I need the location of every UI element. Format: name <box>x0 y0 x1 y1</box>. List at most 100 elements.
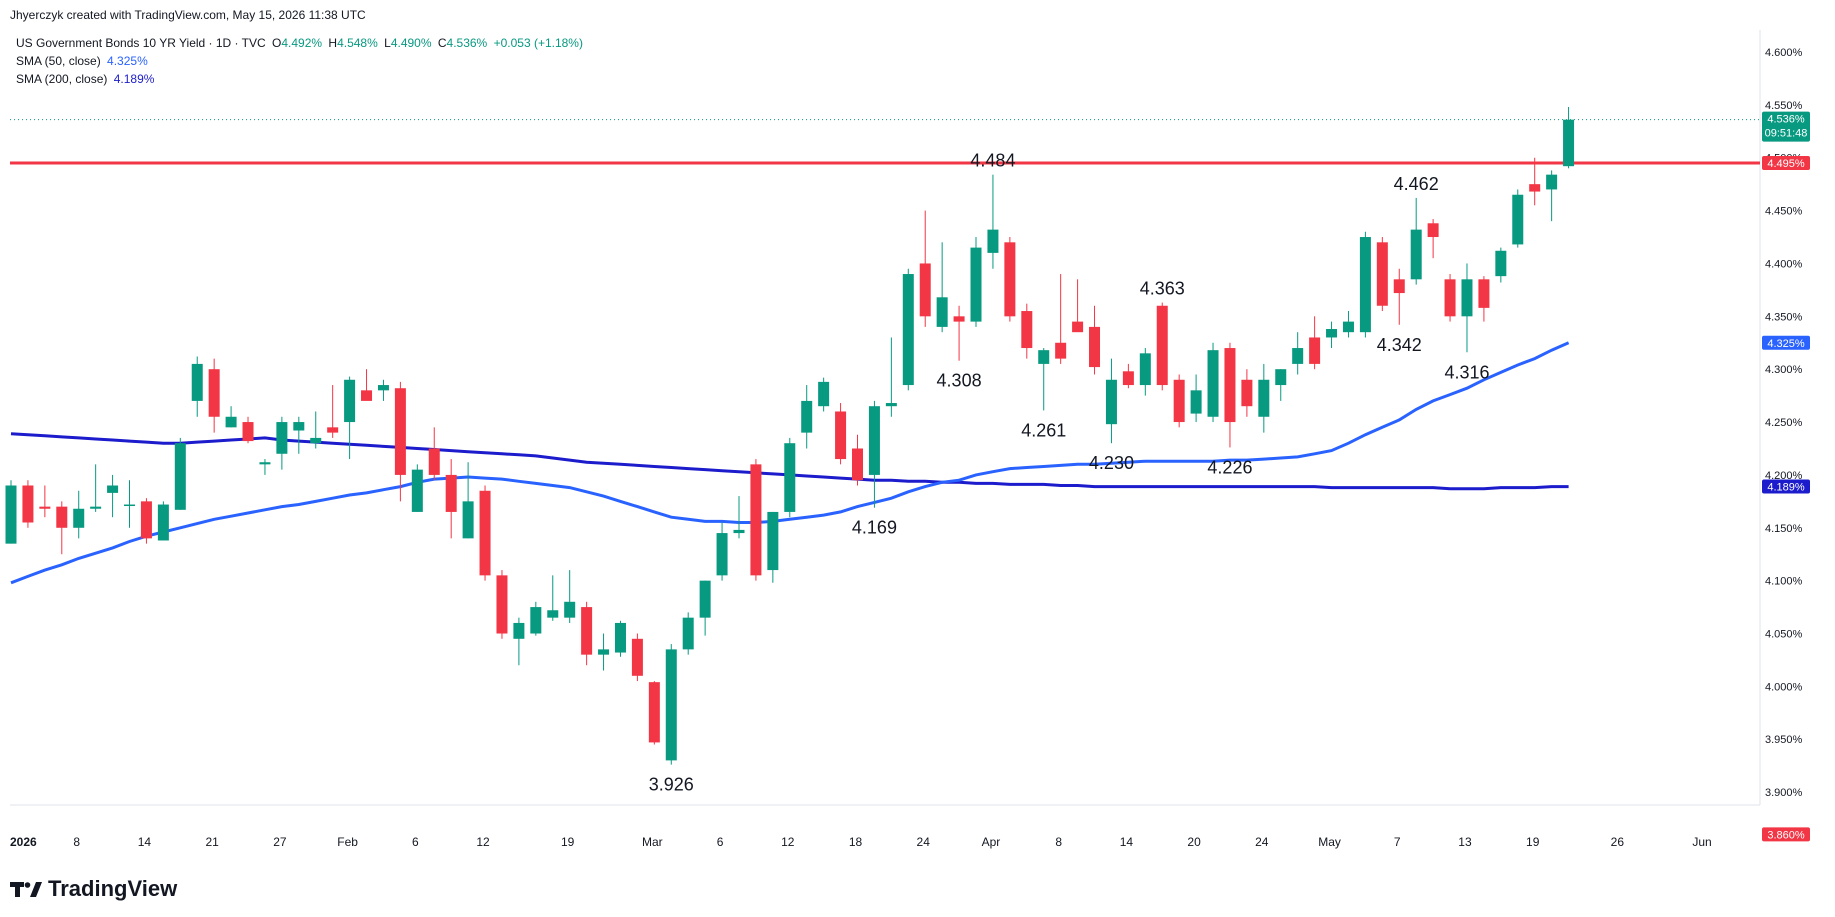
candle[interactable] <box>1173 374 1185 428</box>
candle[interactable] <box>1461 263 1473 353</box>
candle[interactable] <box>1326 321 1338 349</box>
candle[interactable] <box>665 644 677 765</box>
candle[interactable] <box>818 377 830 412</box>
bottom-price-tag[interactable]: 3.860% <box>1762 827 1810 842</box>
candle[interactable] <box>1410 197 1422 285</box>
candle[interactable] <box>1089 305 1101 375</box>
sma50-price-tag[interactable]: 4.325% <box>1762 335 1810 350</box>
candle[interactable] <box>1478 276 1490 322</box>
candle[interactable] <box>564 570 576 623</box>
candle[interactable] <box>1122 363 1134 389</box>
candle[interactable] <box>107 474 119 518</box>
candle[interactable] <box>868 400 880 508</box>
candle[interactable] <box>970 237 982 327</box>
candle[interactable] <box>191 356 203 417</box>
candle[interactable] <box>208 358 220 433</box>
candle[interactable] <box>1258 363 1270 433</box>
candle[interactable] <box>716 522 728 581</box>
candle[interactable] <box>1309 316 1321 370</box>
candle[interactable] <box>479 485 491 581</box>
sma50-line[interactable] <box>10 341 1570 585</box>
candle[interactable] <box>1105 358 1117 444</box>
candle[interactable] <box>327 385 339 438</box>
last-price-tag[interactable]: 4.536% 09:51:48 <box>1762 111 1810 142</box>
candle[interactable] <box>682 612 694 655</box>
candle[interactable] <box>1563 106 1575 169</box>
candle[interactable] <box>936 242 948 333</box>
candle[interactable] <box>648 681 660 745</box>
candle[interactable] <box>394 381 406 502</box>
candle[interactable] <box>1139 348 1151 396</box>
candle[interactable] <box>140 498 152 544</box>
candle[interactable] <box>1292 332 1304 375</box>
candle[interactable] <box>513 617 525 666</box>
candle[interactable] <box>1038 348 1050 411</box>
candle[interactable] <box>276 416 288 470</box>
candle[interactable] <box>56 501 68 555</box>
candle[interactable] <box>614 620 626 657</box>
candle[interactable] <box>902 268 914 391</box>
candle[interactable] <box>1055 274 1067 364</box>
candle[interactable] <box>90 464 102 512</box>
candle[interactable] <box>1004 237 1016 322</box>
candle[interactable] <box>919 210 931 327</box>
candle[interactable] <box>242 416 254 444</box>
candle[interactable] <box>835 403 847 465</box>
candle[interactable] <box>5 480 17 544</box>
candle[interactable] <box>953 305 965 361</box>
tradingview-logo[interactable]: TradingView <box>10 876 177 902</box>
candle[interactable] <box>124 480 136 528</box>
candle[interactable] <box>1207 342 1219 423</box>
legend-sma50-row[interactable]: SMA (50, close) 4.325% <box>16 52 586 70</box>
candle[interactable] <box>1427 219 1439 259</box>
candle[interactable] <box>1190 374 1202 423</box>
legend-sma200-row[interactable]: SMA (200, close) 4.189% <box>16 70 586 88</box>
candle[interactable] <box>767 511 779 583</box>
candle[interactable] <box>1444 274 1456 322</box>
candle[interactable] <box>1393 268 1405 325</box>
candle[interactable] <box>411 464 423 512</box>
candle[interactable] <box>1546 170 1558 222</box>
candle[interactable] <box>1072 279 1084 333</box>
candle[interactable] <box>293 416 305 454</box>
candle[interactable] <box>462 462 474 539</box>
candle[interactable] <box>344 376 356 460</box>
candle[interactable] <box>225 406 237 428</box>
candle[interactable] <box>1359 231 1371 338</box>
candle[interactable] <box>852 434 863 486</box>
candle[interactable] <box>547 575 559 621</box>
candle[interactable] <box>801 385 813 449</box>
candle[interactable] <box>1021 303 1033 359</box>
candle[interactable] <box>1342 311 1354 338</box>
candle[interactable] <box>1512 189 1524 248</box>
candle[interactable] <box>73 490 85 539</box>
candle[interactable] <box>22 480 34 528</box>
candle[interactable] <box>750 459 762 581</box>
sma200-price-tag[interactable]: 4.189% <box>1762 479 1810 494</box>
candle[interactable] <box>310 411 322 449</box>
candle[interactable] <box>1224 342 1236 448</box>
candle[interactable] <box>1241 369 1253 417</box>
candle[interactable] <box>581 601 593 666</box>
candle[interactable] <box>377 379 389 401</box>
candle[interactable] <box>885 337 897 417</box>
candle[interactable] <box>530 601 542 636</box>
legend-symbol-row[interactable]: US Government Bonds 10 YR Yield · 1D · T… <box>16 34 586 52</box>
candle[interactable] <box>428 427 440 481</box>
candle[interactable] <box>1495 247 1507 283</box>
candle[interactable] <box>157 501 169 541</box>
candle[interactable] <box>1275 369 1287 401</box>
candle[interactable] <box>174 437 186 510</box>
candle[interactable] <box>1156 302 1168 391</box>
candle[interactable] <box>361 369 373 401</box>
candle[interactable] <box>784 437 796 518</box>
candle[interactable] <box>987 174 999 269</box>
candle[interactable] <box>1376 237 1388 312</box>
candle[interactable] <box>598 633 610 671</box>
candle[interactable] <box>39 485 51 518</box>
candle[interactable] <box>1529 157 1541 206</box>
candle[interactable] <box>259 459 271 475</box>
candle[interactable] <box>733 496 745 539</box>
candle[interactable] <box>445 459 457 539</box>
